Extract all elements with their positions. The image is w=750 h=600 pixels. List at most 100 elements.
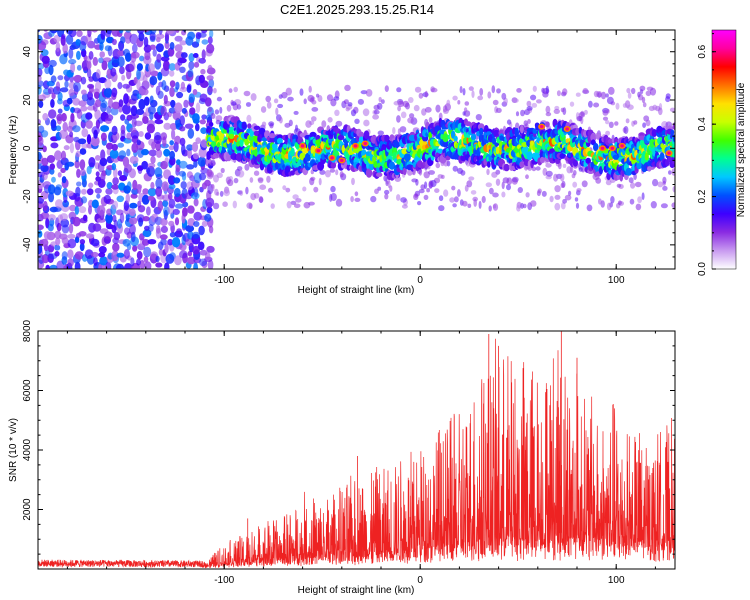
heat-cell	[309, 177, 315, 186]
heat-cell	[206, 75, 214, 81]
heat-cell	[428, 170, 435, 175]
heat-cell	[228, 88, 233, 93]
heat-cell	[454, 196, 459, 203]
heat-cell	[195, 137, 201, 145]
heat-cell	[146, 165, 155, 177]
heat-cell	[276, 137, 283, 144]
heat-cell	[462, 200, 468, 207]
heat-cell	[55, 184, 63, 191]
heat-cell	[462, 88, 466, 96]
heat-cell	[111, 250, 119, 262]
heat-cell	[144, 50, 151, 61]
heat-cell	[487, 91, 492, 99]
heat-cell	[86, 134, 92, 145]
heat-cell	[76, 64, 82, 71]
colorbar: 0.0 0.2 0.4 0.6 Normalized spectral amplitu…	[697, 29, 747, 276]
heat-cell	[223, 189, 230, 197]
heat-cell	[144, 132, 152, 140]
heat-cell	[485, 182, 492, 188]
heat-cell	[199, 119, 206, 125]
heat-cell	[95, 171, 100, 177]
heat-cell	[213, 174, 219, 183]
heat-cell	[92, 223, 102, 232]
heat-cell	[158, 30, 163, 35]
heat-cell	[201, 39, 209, 45]
heat-cell	[631, 87, 636, 95]
heat-cell	[55, 237, 61, 246]
heat-cell	[545, 105, 551, 114]
heat-cell	[506, 184, 511, 191]
heat-cell	[350, 196, 354, 203]
heat-cell	[96, 193, 101, 199]
heat-cell	[402, 100, 409, 108]
heat-cell	[193, 262, 198, 269]
heat-cell	[167, 193, 173, 200]
heat-cell	[279, 116, 283, 124]
heat-cell	[129, 155, 139, 165]
heat-cell	[57, 108, 63, 114]
heat-cell	[126, 181, 132, 191]
heat-cell	[218, 132, 224, 140]
heat-cell	[334, 109, 340, 117]
heat-cell	[137, 30, 145, 35]
heat-cell	[233, 177, 239, 184]
heat-cell	[628, 177, 634, 184]
heat-cell	[106, 181, 113, 190]
heat-cell	[457, 100, 461, 105]
heat-cell	[66, 161, 75, 167]
heat-cell	[437, 174, 444, 179]
heat-cell	[147, 105, 156, 115]
heat-cell	[143, 36, 149, 48]
heat-cell	[511, 176, 519, 183]
heat-cell	[98, 246, 107, 254]
y-tick-label: -40	[22, 237, 33, 252]
heat-cell	[124, 227, 131, 235]
heat-cell	[142, 88, 149, 96]
snr-x-ticks: -100 0 100	[66, 331, 656, 586]
heat-cell	[86, 188, 94, 196]
heat-cell	[426, 188, 430, 193]
heat-cell	[605, 130, 610, 136]
heat-cell	[304, 153, 311, 162]
heat-cell	[93, 257, 98, 266]
heat-cell	[207, 171, 214, 178]
heat-cell	[423, 171, 430, 179]
heat-cell	[378, 96, 382, 103]
heat-cell	[40, 130, 49, 138]
heat-cell	[77, 138, 87, 145]
heat-cell	[638, 135, 645, 141]
heat-cell	[117, 142, 125, 148]
heat-cell	[581, 180, 588, 188]
heat-cell	[463, 107, 468, 113]
heat-cell	[381, 99, 385, 104]
heat-cell	[147, 195, 155, 201]
heat-cell	[245, 102, 252, 107]
heat-cell	[85, 233, 95, 239]
heat-cell	[198, 74, 205, 84]
heat-cell	[180, 52, 188, 59]
heat-cell	[41, 254, 50, 264]
heat-cell	[626, 87, 631, 94]
heat-cell	[38, 80, 44, 87]
heat-cell	[111, 38, 117, 46]
heat-cell	[143, 96, 150, 106]
heat-cell	[428, 181, 433, 189]
heat-peak	[316, 149, 321, 153]
heat-cell	[287, 96, 294, 102]
heat-cell	[491, 171, 498, 178]
heat-cell	[627, 92, 632, 99]
heat-cell	[214, 109, 220, 115]
heat-cell	[164, 157, 169, 165]
heat-cell	[73, 107, 81, 114]
heat-cell	[576, 188, 582, 193]
heat-cell	[193, 198, 199, 207]
heat-cell	[335, 198, 343, 207]
heat-cell	[467, 203, 472, 208]
heat-cell	[69, 131, 74, 138]
heat-cell	[81, 89, 87, 95]
heat-cell	[605, 120, 610, 125]
heat-cell	[136, 63, 143, 72]
heat-cell	[503, 163, 510, 172]
heat-cell	[119, 66, 125, 75]
heat-cell	[169, 231, 176, 238]
